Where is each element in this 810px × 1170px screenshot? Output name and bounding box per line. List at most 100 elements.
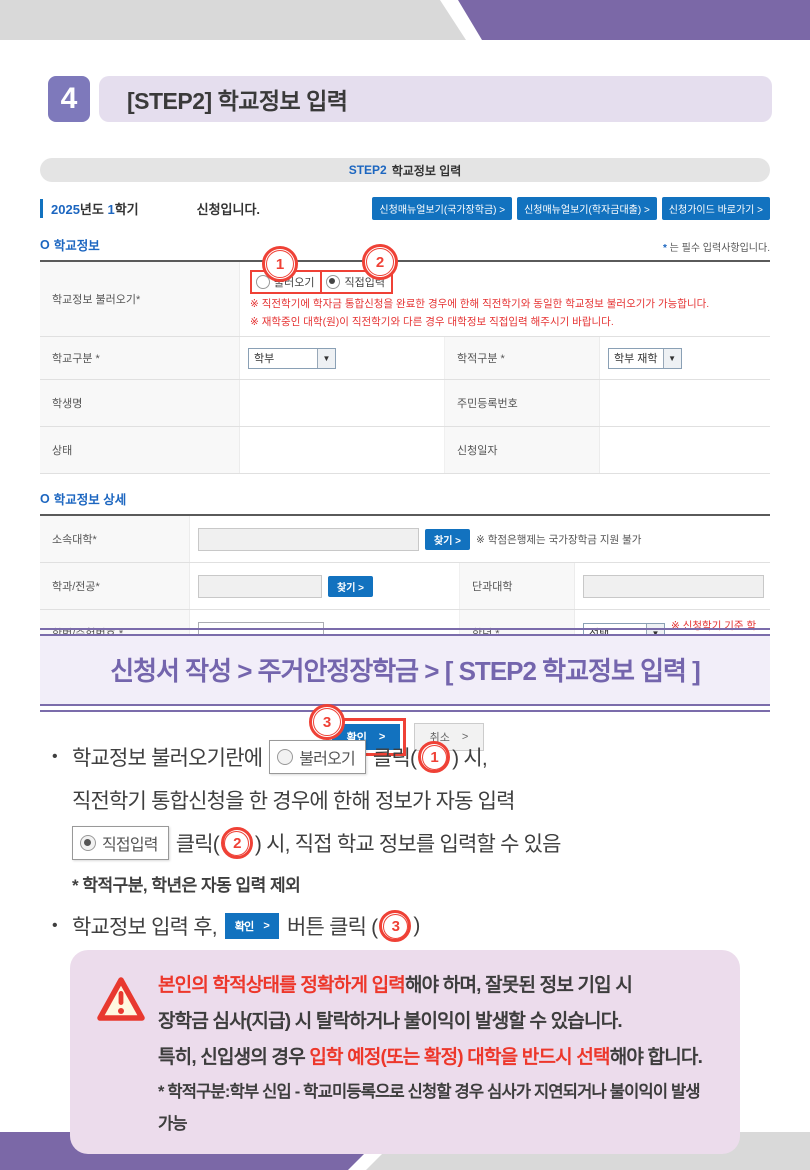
- university-input[interactable]: [198, 527, 419, 551]
- bullet-icon: •: [52, 917, 58, 934]
- college-label: 단과대학: [460, 563, 575, 609]
- divider-line: [40, 634, 770, 636]
- warning-text: 특히, 신입생의 경우: [158, 1047, 310, 1068]
- instruction-text: 버튼 클릭 (: [287, 916, 378, 939]
- annotation-circle-2-inline: 2: [220, 827, 253, 859]
- breadcrumb: 신청서 작성 > 주거안정장학금 > [ STEP2 학교정보 입력 ]: [40, 636, 770, 704]
- step-number-badge: 4: [48, 76, 90, 122]
- load-note-2: ※ 재학중인 대학(원)이 직전학기와 다른 경우 대학정보 직접입력 해주시기…: [250, 316, 614, 328]
- stepbar-title: 학교정보 입력: [391, 163, 462, 178]
- arrow-right-icon: >: [378, 731, 386, 743]
- instruction-text: ) 시, 직접 학교 정보를 입력할 수 있음: [254, 833, 562, 856]
- arrow-right-icon: >: [461, 731, 469, 743]
- direct-radio-image: 직접입력: [72, 826, 169, 860]
- enrollment-type-label: 학적구분 *: [445, 337, 600, 379]
- section-title-text: 학교정보: [53, 239, 100, 253]
- radio-unchecked-icon[interactable]: [256, 275, 270, 289]
- load-radio-image: 불러오기: [269, 740, 366, 774]
- instruction-text: ): [413, 914, 420, 937]
- enrollment-type-select[interactable]: 학부 재학 ▼: [608, 347, 682, 369]
- apply-date-label: 신청일자: [445, 427, 600, 473]
- school-info-section-header: O 학교정보 * 는 필수 입력사항입니다.: [40, 235, 770, 255]
- instruction-text: 학교정보 입력 후,: [72, 916, 218, 939]
- warning-line-2: 장학금 심사(지급) 시 탈락하거나 불이익이 발생할 수 있습니다.: [158, 1011, 623, 1032]
- confirm-button-image-label: 확인: [234, 921, 254, 933]
- annotation-circle-3: 3: [309, 704, 345, 740]
- term-label: 2025년도 1학기: [40, 199, 139, 218]
- section-title-text: 학교정보 상세: [53, 493, 127, 507]
- chevron-down-icon[interactable]: ▼: [317, 348, 335, 368]
- instructions: • 학교정보 불러오기란에 불러오기 클릭( 1 ) 시, 직전학기 통합신청을…: [52, 740, 774, 953]
- instruction-line-4: • 학교정보 입력 후, 확인 > 버튼 클릭 ( 3 ): [52, 910, 774, 942]
- student-name-value: [240, 380, 445, 426]
- table-row: 학교정보 불러오기* 1 2 불러오기 직접입력: [40, 244, 770, 337]
- form-header: 2025년도 1학기 신청입니다. 신청매뉴얼보기(국가장학금) > 신청매뉴얼…: [40, 197, 770, 220]
- warning-text: 해야 합니다.: [609, 1047, 703, 1068]
- resident-number-label: 주민등록번호: [445, 380, 600, 426]
- load-note-1: ※ 직전학기에 학자금 통합신청을 완료한 경우에 한해 직전학기와 동일한 학…: [250, 298, 710, 310]
- warning-icon: [96, 976, 146, 1027]
- divider-line: [40, 710, 770, 712]
- step-progress-bar: STEP2 학교정보 입력: [40, 158, 770, 182]
- radio-checked-icon: [80, 835, 96, 851]
- load-cell: 1 2 불러오기 직접입력 ※ 직전학기에 학자금 통합신청을 완료한 경우에 …: [240, 244, 770, 336]
- manual-button-scholarship[interactable]: 신청매뉴얼보기(국가장학금) >: [372, 197, 513, 220]
- instruction-text: 직전학기 통합신청을 한 경우에 한해 정보가 자동 입력: [72, 790, 515, 813]
- enrollment-type-value: 학부 재학: [614, 353, 658, 365]
- major-input[interactable]: [198, 574, 322, 598]
- warning-red-text: 입학 예정(또는 확정) 대학을 반드시 선택: [309, 1047, 610, 1068]
- term-semester-suffix: 학기: [114, 202, 139, 217]
- radio-unchecked-icon: [277, 749, 294, 765]
- warning-line-4: * 학적구분:학부 신입 - 학교미등록으로 신청할 경우 심사가 지연되거나 …: [158, 1083, 701, 1133]
- school-info-table: 학교정보 불러오기* 1 2 불러오기 직접입력: [40, 244, 770, 474]
- warning-text: 해야 하며, 잘못된 정보 기입 시: [404, 975, 633, 996]
- divider-line: [40, 704, 770, 706]
- college-input[interactable]: [583, 574, 764, 598]
- required-note-text: 는 필수 입력사항입니다.: [666, 243, 770, 254]
- apply-text: 신청입니다.: [196, 202, 261, 217]
- university-label: 소속대학*: [40, 516, 190, 562]
- load-label: 학교정보 불러오기*: [40, 262, 240, 336]
- form-actions: 3 확인 > 취소 >: [40, 704, 770, 756]
- major-search-button[interactable]: 찾기 >: [328, 575, 374, 597]
- term-semester: 1: [107, 202, 115, 217]
- apply-date-value: [600, 427, 770, 473]
- breadcrumb-block: 신청서 작성 > 주거안정장학금 > [ STEP2 학교정보 입력 ]: [40, 628, 770, 712]
- arrow-right-icon: >: [263, 920, 270, 932]
- instruction-text: ) 시,: [452, 747, 488, 770]
- required-star: *: [662, 243, 667, 254]
- instruction-text: 클릭(: [372, 747, 417, 770]
- section-title-school-detail: O 학교정보 상세: [40, 489, 126, 508]
- table-row: 학과/전공* 찾기 > 단과대학: [40, 563, 770, 610]
- radio-direct-option[interactable]: 직접입력: [320, 270, 393, 294]
- confirm-annotation-box: 3 확인 >: [309, 704, 406, 756]
- stepbar-step: STEP2: [348, 163, 387, 177]
- manual-button-loan[interactable]: 신청매뉴얼보기(학자금대출) >: [517, 197, 657, 220]
- radio-checked-icon[interactable]: [326, 275, 341, 289]
- required-note: * 는 필수 입력사항입니다.: [663, 239, 770, 254]
- top-band-purple: [458, 0, 810, 40]
- confirm-button-image: 확인 >: [224, 913, 280, 939]
- radio-group: 1 2 불러오기 직접입력: [250, 244, 398, 294]
- school-type-value: 학부: [254, 353, 275, 365]
- warning-line-3: 특히, 신입생의 경우 입학 예정(또는 확정) 대학을 반드시 선택해야 합니…: [158, 1040, 716, 1076]
- resident-number-value: [600, 380, 770, 426]
- table-row: 상태 신청일자: [40, 427, 770, 474]
- table-row: 학교구분 * 학부 ▼ 학적구분 * 학부 재학 ▼: [40, 337, 770, 380]
- instruction-note: * 학적구분, 학년은 자동 입력 제외: [72, 876, 301, 895]
- step-heading: 4 [STEP2] 학교정보 입력: [48, 76, 772, 122]
- term-year: 2025: [51, 202, 80, 217]
- status-value: [240, 427, 445, 473]
- annotation-circle-1: 1: [262, 246, 298, 282]
- major-label: 학과/전공*: [40, 563, 190, 609]
- guide-button[interactable]: 신청가이드 바로가기 >: [661, 197, 770, 220]
- university-search-button[interactable]: 찾기 >: [425, 528, 471, 550]
- manual-buttons: 신청매뉴얼보기(국가장학금) > 신청매뉴얼보기(학자금대출) > 신청가이드 …: [372, 197, 770, 220]
- warning-line-1: 본인의 학적상태를 정확하게 입력해야 하며, 잘못된 정보 기입 시: [158, 968, 716, 1004]
- chevron-down-icon[interactable]: ▼: [662, 348, 681, 368]
- section-bullet-icon: O: [40, 491, 50, 506]
- school-type-label: 학교구분 *: [40, 337, 240, 379]
- status-label: 상태: [40, 427, 240, 473]
- divider-line: [40, 628, 770, 630]
- school-type-select[interactable]: 학부 ▼: [248, 347, 336, 369]
